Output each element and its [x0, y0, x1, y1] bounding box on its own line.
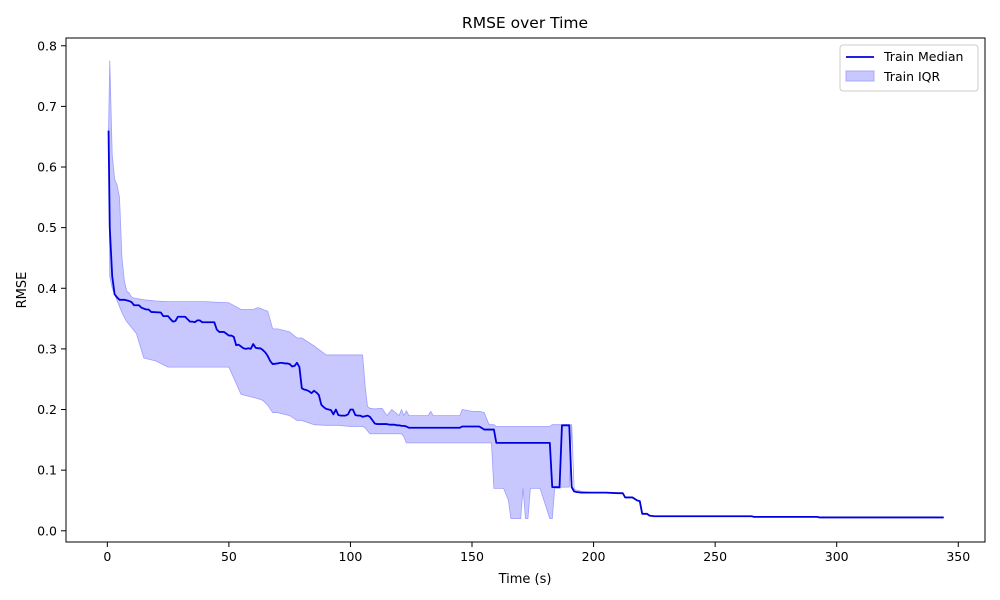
iqr-band [108, 60, 945, 520]
y-tick-label: 0.3 [37, 341, 57, 356]
y-tick-label: 0.6 [37, 160, 57, 175]
x-tick-label: 50 [221, 549, 237, 564]
legend-frame [839, 44, 979, 92]
x-tick-label: 300 [825, 549, 849, 564]
y-tick-label: 0.1 [37, 463, 57, 478]
y-tick-label: 0.2 [37, 402, 57, 417]
x-tick-label: 150 [460, 549, 484, 564]
x-axis-label: Time (s) [498, 572, 552, 587]
y-axis: 0.0 0.1 0.2 0.3 0.4 0.5 0.6 0.7 0.8 [37, 38, 66, 538]
legend-iqr-label: Train IQR [883, 69, 940, 84]
y-tick-label: 0.7 [37, 99, 57, 114]
x-tick-label: 250 [703, 549, 727, 564]
chart-title: RMSE over Time [462, 14, 588, 32]
y-tick-label: 0.0 [37, 523, 57, 538]
axes-frame [65, 37, 986, 543]
x-axis: 0 50 100 150 200 250 300 350 [103, 542, 970, 564]
legend-median-label: Train Median [883, 49, 963, 64]
legend-iqr-swatch [845, 70, 875, 82]
y-tick-label: 0.5 [37, 220, 57, 235]
plot-area [107, 60, 945, 520]
x-tick-label: 350 [946, 549, 970, 564]
y-tick-label: 0.4 [37, 281, 57, 296]
x-tick-label: 0 [103, 549, 111, 564]
y-tick-label: 0.8 [37, 38, 57, 53]
legend: Train Median Train IQR [839, 44, 979, 92]
x-tick-label: 200 [582, 549, 606, 564]
x-tick-label: 100 [339, 549, 363, 564]
median-line [107, 130, 944, 519]
y-axis-label: RMSE [15, 272, 30, 309]
